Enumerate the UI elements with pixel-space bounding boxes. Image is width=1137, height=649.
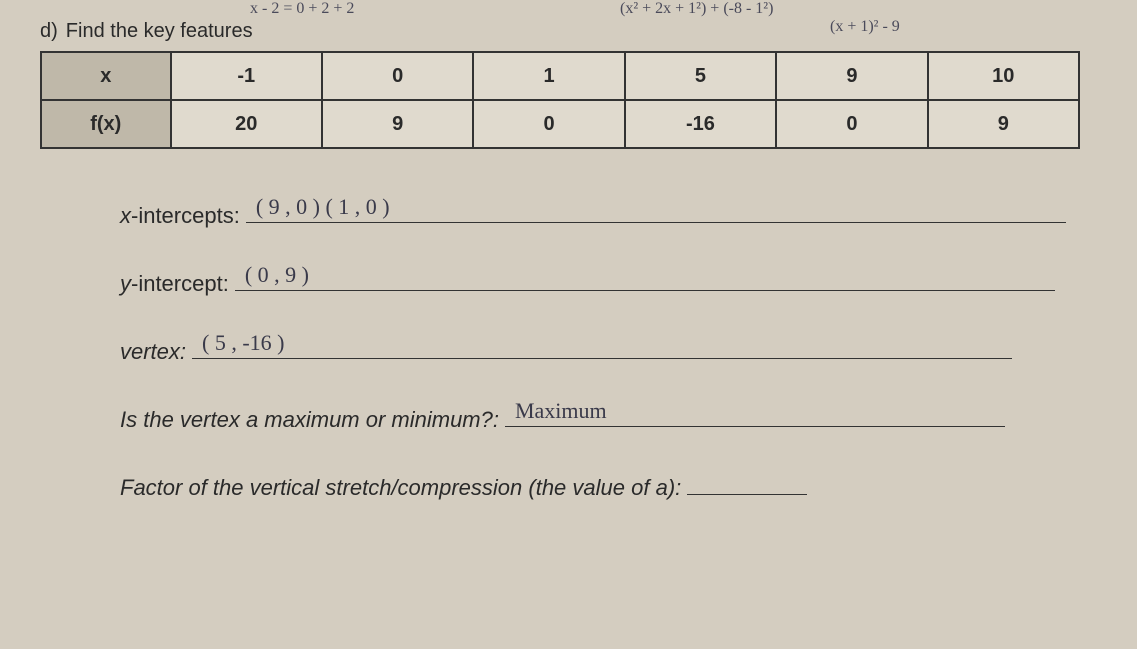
handwritten-annotation-2: (x² + 2x + 1²) + (-8 - 1²) xyxy=(620,0,773,18)
vertex-answer: ( 5 , -16 ) xyxy=(202,330,284,356)
table-row-fx: f(x) 20 9 0 -16 0 9 xyxy=(41,100,1079,148)
x-col-4: 9 xyxy=(776,52,927,100)
fx-col-0: 20 xyxy=(171,100,322,148)
key-features-table: x -1 0 1 5 9 10 f(x) 20 9 0 -16 0 9 xyxy=(40,51,1080,149)
stretch-row: Factor of the vertical stretch/compressi… xyxy=(120,471,1097,501)
question-prompt: d) Find the key features xyxy=(40,20,1097,43)
x-intercepts-row: x-intercepts: ( 9 , 0 ) ( 1 , 0 ) xyxy=(120,199,1097,229)
features-section: x-intercepts: ( 9 , 0 ) ( 1 , 0 ) y-inte… xyxy=(40,199,1097,501)
vertex-row: vertex: ( 5 , -16 ) xyxy=(120,335,1097,365)
maxmin-label: Is the vertex a maximum or minimum?: xyxy=(120,407,499,433)
x-intercepts-label: x-intercepts: xyxy=(120,203,240,229)
maxmin-answer: Maximum xyxy=(515,398,607,424)
fx-col-2: 0 xyxy=(473,100,624,148)
stretch-label: Factor of the vertical stretch/compressi… xyxy=(120,475,681,501)
table-row-x: x -1 0 1 5 9 10 xyxy=(41,52,1079,100)
x-col-3: 5 xyxy=(625,52,776,100)
maxmin-row: Is the vertex a maximum or minimum?: Max… xyxy=(120,403,1097,433)
x-col-1: 0 xyxy=(322,52,473,100)
question-text: Find the key features xyxy=(66,20,253,43)
x-col-0: -1 xyxy=(171,52,322,100)
y-intercept-answer: ( 0 , 9 ) xyxy=(245,262,309,288)
stretch-line xyxy=(687,471,807,495)
x-intercepts-answer: ( 9 , 0 ) ( 1 , 0 ) xyxy=(256,194,390,220)
fx-col-5: 9 xyxy=(928,100,1079,148)
row-header-x: x xyxy=(41,52,171,100)
handwritten-annotation-3: (x + 1)² - 9 xyxy=(830,18,900,36)
fx-col-4: 0 xyxy=(776,100,927,148)
vertex-line: ( 5 , -16 ) xyxy=(192,335,1012,359)
y-intercept-line: ( 0 , 9 ) xyxy=(235,267,1055,291)
vertex-label: vertex: xyxy=(120,339,186,365)
question-part: d) xyxy=(40,20,58,43)
x-col-5: 10 xyxy=(928,52,1079,100)
y-intercept-label: y-intercept: xyxy=(120,271,229,297)
y-intercept-row: y-intercept: ( 0 , 9 ) xyxy=(120,267,1097,297)
handwritten-annotation-1: x - 2 = 0 + 2 + 2 xyxy=(250,0,354,18)
maxmin-line: Maximum xyxy=(505,403,1005,427)
x-col-2: 1 xyxy=(473,52,624,100)
fx-col-3: -16 xyxy=(625,100,776,148)
fx-col-1: 9 xyxy=(322,100,473,148)
x-intercepts-line: ( 9 , 0 ) ( 1 , 0 ) xyxy=(246,199,1066,223)
row-header-fx: f(x) xyxy=(41,100,171,148)
